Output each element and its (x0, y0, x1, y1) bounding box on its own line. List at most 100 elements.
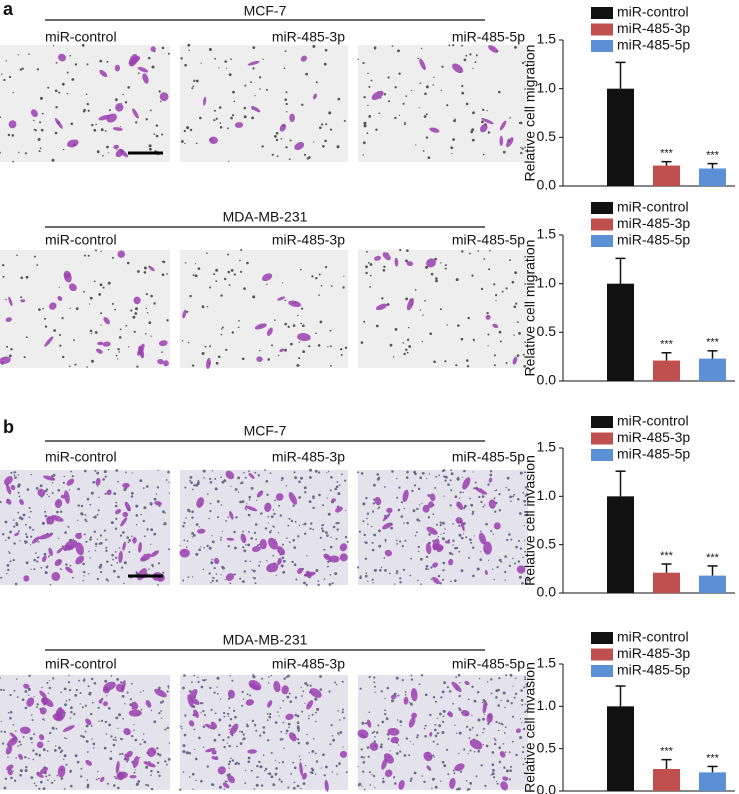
pore (6, 572, 8, 575)
cell (475, 487, 488, 495)
pore (0, 576, 3, 579)
pore (82, 562, 85, 566)
pore (369, 263, 373, 266)
cell (429, 731, 433, 737)
pore (49, 583, 52, 586)
pore (455, 364, 458, 367)
pore (404, 694, 407, 696)
pore (188, 751, 191, 755)
pore (252, 67, 255, 70)
pore (184, 262, 187, 264)
pore (270, 529, 273, 532)
pore (84, 704, 87, 707)
pore (405, 297, 408, 301)
cell (62, 725, 75, 732)
cell (36, 773, 44, 778)
legend-swatch (591, 7, 613, 19)
legend-swatch (591, 432, 613, 445)
micrograph-texture (0, 674, 171, 791)
pore (55, 106, 58, 109)
legend-label: miR-485-5p (617, 37, 690, 53)
cell (297, 567, 303, 574)
pore (15, 730, 17, 732)
pore (55, 745, 57, 747)
column-label: miR-control (45, 232, 117, 248)
pore (93, 682, 97, 685)
pore (365, 271, 368, 275)
pore (217, 355, 221, 359)
pore (99, 59, 103, 63)
pore (379, 569, 382, 572)
pore (105, 546, 108, 549)
pore (284, 98, 288, 101)
cell (122, 482, 130, 488)
pore (439, 712, 442, 716)
pore (290, 519, 294, 523)
pore (405, 737, 409, 740)
pore (513, 334, 515, 336)
pore (288, 158, 291, 161)
pore (180, 725, 183, 728)
pore (427, 156, 431, 159)
pore (69, 564, 72, 567)
pore (363, 756, 365, 759)
pore (477, 718, 481, 722)
pore (143, 506, 147, 510)
pore (43, 719, 46, 721)
pore (25, 766, 28, 769)
pore (450, 472, 454, 476)
pore (33, 119, 35, 122)
pore (97, 770, 99, 773)
pore (458, 753, 460, 755)
pore (240, 249, 243, 251)
pore (500, 699, 502, 702)
pore (83, 254, 86, 257)
cell (294, 142, 305, 150)
pore (374, 736, 376, 738)
pore (492, 568, 494, 570)
pore (46, 493, 49, 496)
pore (97, 485, 99, 487)
pore (421, 340, 424, 343)
pore (42, 718, 44, 720)
cell (403, 696, 409, 705)
pore (6, 564, 10, 567)
pore (28, 53, 30, 55)
pore (473, 535, 475, 537)
pore (188, 776, 191, 778)
pore (220, 504, 223, 506)
pore (94, 549, 97, 552)
pore (454, 547, 457, 550)
pore (477, 691, 480, 694)
pore (362, 141, 366, 145)
pore (145, 333, 147, 335)
cell (406, 297, 414, 311)
pore (342, 746, 344, 748)
pore (454, 579, 457, 582)
pore (436, 523, 438, 526)
pore (308, 717, 310, 720)
pore (504, 570, 507, 574)
pore (412, 509, 416, 513)
pore (381, 297, 384, 300)
pore (431, 787, 433, 789)
pore (416, 531, 418, 534)
pore (231, 679, 234, 682)
pore (483, 258, 486, 260)
pore (522, 492, 525, 494)
cell (37, 488, 46, 497)
pore (360, 472, 364, 475)
pore (228, 728, 231, 731)
cell (331, 498, 336, 502)
pore (221, 530, 223, 532)
pore (108, 109, 111, 112)
pore (318, 471, 321, 474)
pore (118, 351, 120, 353)
pore (106, 60, 109, 63)
bar (653, 768, 680, 791)
pore (462, 533, 465, 535)
pore (237, 491, 240, 493)
pore (193, 748, 196, 751)
pore (445, 475, 448, 479)
pore (452, 702, 454, 705)
